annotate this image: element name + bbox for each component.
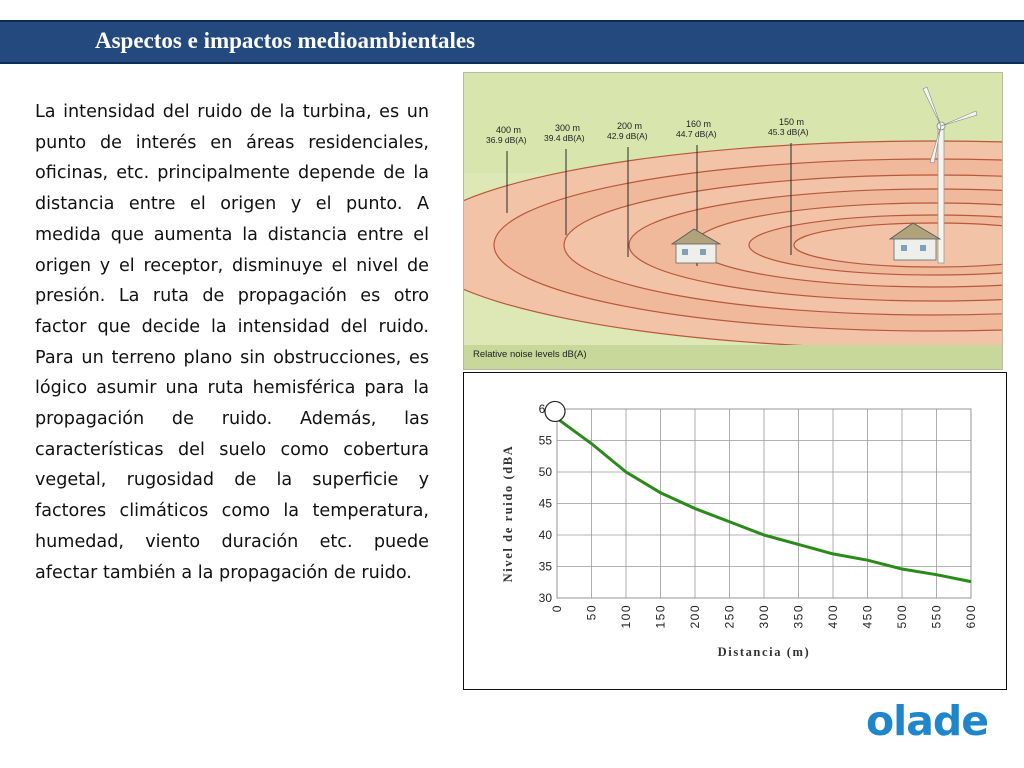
body-paragraph: La intensidad del ruido de la turbina, e… [35, 102, 429, 583]
start-point-marker [544, 400, 566, 423]
x-tick-label: 250 [723, 604, 737, 629]
marker-160-distance: 160 m [686, 119, 711, 129]
turbine [922, 86, 978, 264]
x-tick-label: 100 [619, 604, 633, 629]
x-tick-label: 50 [585, 604, 599, 620]
x-tick-label: 600 [964, 604, 978, 629]
y-tick-label: 50 [539, 465, 553, 479]
marker-300-level: 39.4 dB(A) [544, 133, 585, 143]
x-tick-label: 350 [792, 604, 806, 629]
title-bar: Aspectos e impactos medioambientales [0, 20, 1024, 64]
house-far [670, 228, 722, 264]
noise-contours [464, 140, 1002, 350]
marker-400-level: 36.9 dB(A) [486, 135, 527, 145]
x-tick-label: 450 [861, 604, 875, 629]
y-tick-label: 55 [539, 434, 553, 448]
x-tick-label: 550 [930, 604, 944, 629]
x-axis-label: Distancia (m) [718, 645, 811, 659]
marker-300-distance: 300 m [555, 123, 580, 133]
house-near [888, 222, 942, 261]
marker-150-distance: 150 m [779, 117, 804, 127]
noise-chart: 30 35 40 45 50 55 600 50 100 150 200 250 300 350 400 45… [463, 372, 1007, 690]
y-tick-label: 45 [539, 497, 553, 511]
x-tick-label: 400 [826, 604, 840, 629]
x-tick-label: 200 [688, 604, 702, 629]
tick-labels: 30 35 40 45 50 55 600 50 100 150 200 250 300 350 400 45… [539, 402, 978, 629]
slide-title: Aspectos e impactos medioambientales [95, 28, 476, 53]
y-tick-label: 35 [539, 560, 553, 574]
marker-160-level: 44.7 dB(A) [676, 129, 717, 139]
x-tick-label: 150 [654, 604, 668, 629]
x-tick-label: 500 [895, 604, 909, 629]
marker-150-level: 45.3 dB(A) [768, 127, 809, 137]
noise-illustration: 400 m 36.9 dB(A) 300 m 39.4 dB(A) 200 m … [463, 72, 1003, 370]
illustration-caption: Relative noise levels dB(A) [473, 349, 587, 360]
x-tick-label: 300 [757, 604, 771, 629]
series-line [556, 417, 972, 584]
x-tick-label: 0 [550, 604, 564, 612]
olade-logo: olade [866, 697, 989, 745]
marker-200-distance: 200 m [617, 121, 642, 131]
y-tick-label: 30 [539, 591, 553, 605]
marker-400-distance: 400 m [496, 125, 521, 135]
y-tick-label: 40 [539, 528, 553, 542]
marker-200-level: 42.9 dB(A) [607, 131, 648, 141]
y-axis-label: Nivel de ruido (dBA [501, 445, 515, 583]
